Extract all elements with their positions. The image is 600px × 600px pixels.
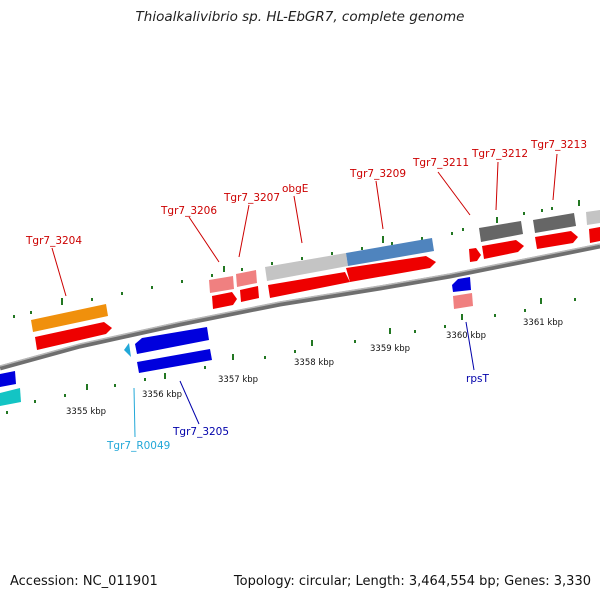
gene-3211-cds[interactable]: [469, 248, 481, 262]
gene-3212-feature[interactable]: [479, 221, 523, 242]
gene-labels: Tgr7_3204 Tgr7_3206 Tgr7_3207 obgE Tgr7_…: [25, 139, 587, 452]
gene-3209-feature[interactable]: [346, 238, 434, 266]
genome-summary-text: Topology: circular; Length: 3,464,554 bp…: [233, 574, 591, 589]
gene-3207-feature[interactable]: [236, 270, 257, 287]
genome-backbone: [0, 243, 600, 371]
gene-3205-cds[interactable]: [137, 349, 212, 373]
gene-left-edge-cyan[interactable]: [0, 388, 21, 406]
gene-label-3212[interactable]: Tgr7_3212: [471, 148, 528, 160]
scale-label: 3356 kbp: [142, 390, 182, 400]
gene-label-3209[interactable]: Tgr7_3209: [349, 168, 406, 180]
gene-3204-feature[interactable]: [31, 304, 108, 332]
scale-label: 3355 kbp: [66, 407, 106, 417]
gene-obge-cds[interactable]: [268, 272, 350, 298]
gene-left-edge-blue[interactable]: [0, 371, 16, 387]
scale-labels: 3355 kbp 3356 kbp 3357 kbp 3358 kbp 3359…: [66, 318, 563, 417]
gene-label-rpst[interactable]: rpsT: [466, 373, 489, 385]
gene-right-edge-red[interactable]: [589, 227, 600, 243]
map-title: Thioalkalivibrio sp. HL-EbGR7, complete …: [135, 9, 465, 25]
gene-label-3213[interactable]: Tgr7_3213: [530, 139, 587, 151]
gene-label-r0049[interactable]: Tgr7_R0049: [106, 440, 170, 452]
gene-3205-feature[interactable]: [135, 327, 209, 354]
scale-label: 3359 kbp: [370, 344, 410, 354]
upper-tick-track: [13, 200, 580, 318]
scale-label: 3361 kbp: [523, 318, 563, 328]
gene-3213-cds[interactable]: [535, 231, 578, 249]
gene-label-3204[interactable]: Tgr7_3204: [25, 235, 82, 247]
gene-features: [0, 210, 600, 406]
gene-3209-cds[interactable]: [346, 256, 436, 282]
gene-3204-cds[interactable]: [35, 322, 112, 350]
scale-label: 3360 kbp: [446, 331, 486, 341]
gene-3207-cds[interactable]: [240, 286, 259, 302]
accession-text: Accession: NC_011901: [10, 574, 158, 589]
gene-rpst-feature[interactable]: [452, 277, 471, 292]
gene-right-edge-grey[interactable]: [586, 210, 600, 225]
gene-label-3205[interactable]: Tgr7_3205: [172, 426, 229, 438]
gene-3206-cds[interactable]: [212, 292, 237, 309]
gene-label-3206[interactable]: Tgr7_3206: [160, 205, 217, 217]
label-leader-lines: [51, 153, 558, 438]
gene-3212-cds[interactable]: [482, 240, 524, 259]
rna-r0049-feature[interactable]: [124, 343, 131, 357]
gene-3206-feature[interactable]: [209, 276, 234, 293]
scale-label: 3357 kbp: [218, 375, 258, 385]
lower-tick-track: [6, 298, 576, 414]
scale-label: 3358 kbp: [294, 358, 334, 368]
gene-obge-feature[interactable]: [265, 253, 348, 281]
gene-label-obge[interactable]: obgE: [282, 183, 308, 195]
gene-rpst-cds[interactable]: [453, 293, 473, 309]
gene-label-3211[interactable]: Tgr7_3211: [412, 157, 469, 169]
gene-3213-feature[interactable]: [533, 213, 576, 233]
gene-label-3207[interactable]: Tgr7_3207: [223, 192, 280, 204]
